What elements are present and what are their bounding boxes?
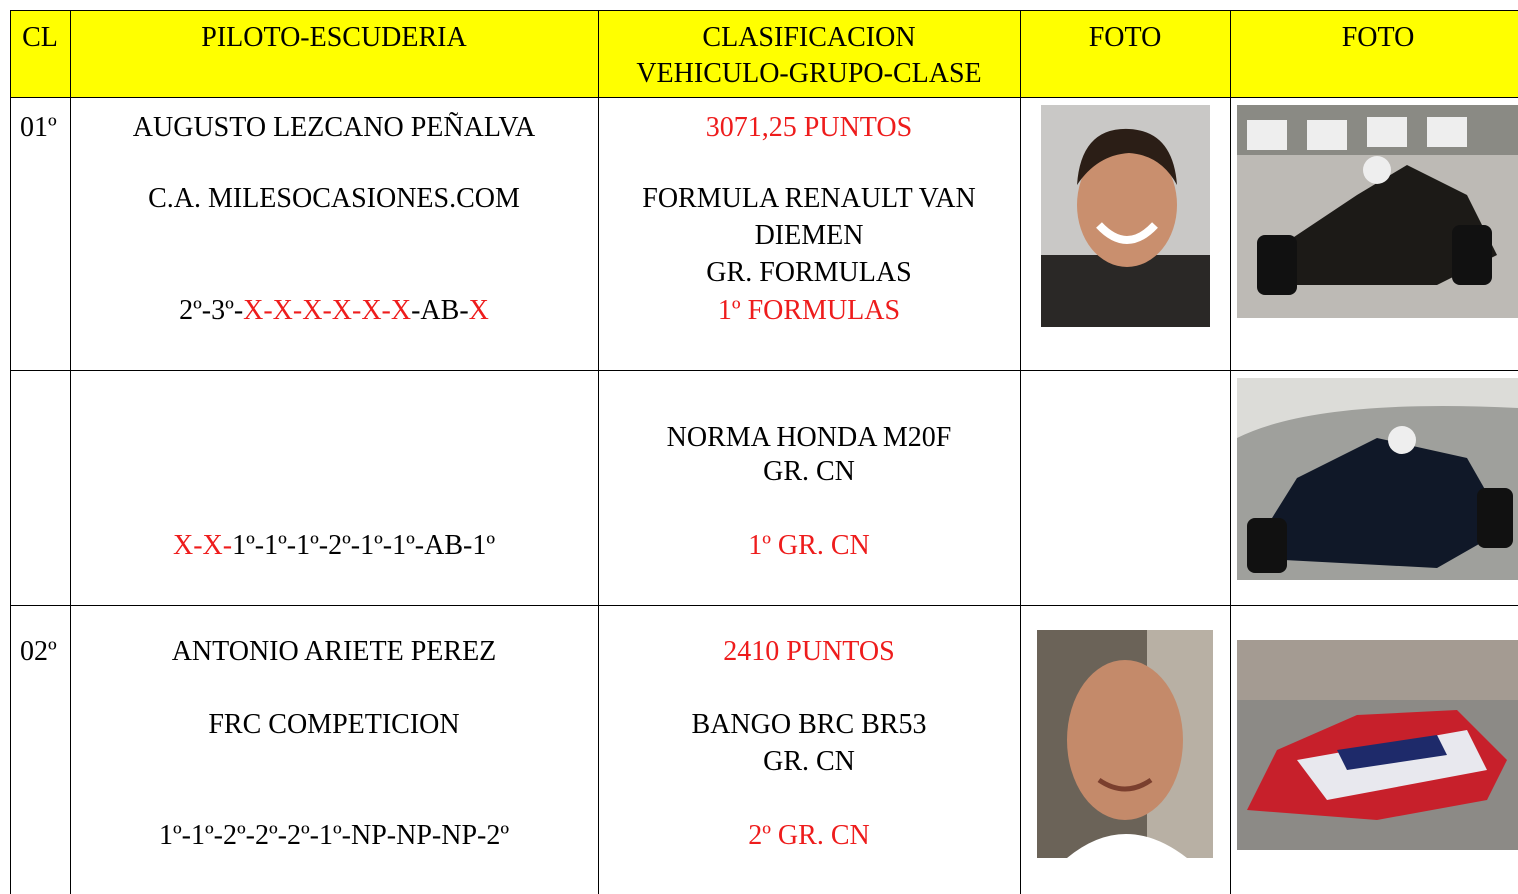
column-line bbox=[1230, 10, 1231, 894]
row-line bbox=[10, 10, 1518, 11]
result-segment: 2º-3º- bbox=[179, 295, 244, 326]
header-piloto: PILOTO-ESCUDERIA bbox=[201, 22, 467, 53]
header-background bbox=[10, 10, 1518, 97]
driver-photo bbox=[1041, 105, 1210, 327]
group: GR. CN bbox=[763, 456, 855, 487]
result-segment: -AB- bbox=[411, 295, 469, 326]
header-clasificacion: CLASIFICACION bbox=[702, 22, 916, 53]
driver-photo bbox=[1037, 630, 1213, 858]
header-clasificacion: VEHICULO-GRUPO-CLASE bbox=[636, 58, 982, 89]
header-cl: CL bbox=[22, 22, 58, 53]
class-result: 1º GR. CN bbox=[748, 530, 870, 561]
car-photo bbox=[1237, 640, 1518, 850]
result-segment: 1º-1º-1º-2º-1º-1º-AB-1º bbox=[232, 530, 496, 561]
vehicle: NORMA HONDA M20F bbox=[666, 422, 952, 453]
vehicle: FORMULA RENAULT VAN DIEMEN bbox=[642, 183, 976, 251]
points: 3071,25 PUNTOS bbox=[705, 112, 913, 143]
driver-name: AUGUSTO LEZCANO PEÑALVA bbox=[132, 112, 536, 143]
results: X-X-1º-1º-1º-2º-1º-1º-AB-1º bbox=[70, 527, 598, 564]
driver-name: ANTONIO ARIETE PEREZ bbox=[171, 636, 497, 667]
column-line bbox=[598, 10, 599, 894]
result-segment: X-X- bbox=[172, 530, 233, 561]
position: 01º bbox=[20, 112, 57, 143]
car-photo bbox=[1237, 105, 1518, 318]
header-foto: FOTO bbox=[1088, 22, 1162, 53]
results: 1º-1º-2º-2º-2º-1º-NP-NP-NP-2º bbox=[70, 817, 598, 854]
column-line bbox=[10, 10, 11, 894]
team-name: FRC COMPETICION bbox=[208, 709, 460, 740]
points: 2410 PUNTOS bbox=[723, 636, 895, 667]
class-result: 2º GR. CN bbox=[748, 820, 870, 851]
vehicle: BANGO BRC BR53 bbox=[691, 709, 927, 740]
row-line bbox=[10, 97, 1518, 98]
class-result: 1º FORMULAS bbox=[717, 295, 901, 326]
row-line bbox=[10, 370, 1518, 371]
column-line bbox=[1020, 10, 1021, 894]
result-segment: 1º-1º-2º-2º-2º-1º-NP-NP-NP-2º bbox=[158, 820, 510, 851]
results: 2º-3º-X-X-X-X-X-X-AB-X bbox=[70, 292, 598, 329]
header-foto: FOTO bbox=[1341, 22, 1415, 53]
group: GR. CN bbox=[763, 746, 855, 777]
row-line bbox=[10, 605, 1518, 606]
group: GR. FORMULAS bbox=[706, 257, 912, 288]
column-line bbox=[70, 10, 71, 894]
team-name: C.A. MILESOCASIONES.COM bbox=[148, 183, 520, 214]
result-segment: X bbox=[468, 295, 489, 326]
position: 02º bbox=[20, 636, 57, 667]
result-segment: X-X-X-X-X-X bbox=[243, 295, 412, 326]
car-photo bbox=[1237, 378, 1518, 580]
